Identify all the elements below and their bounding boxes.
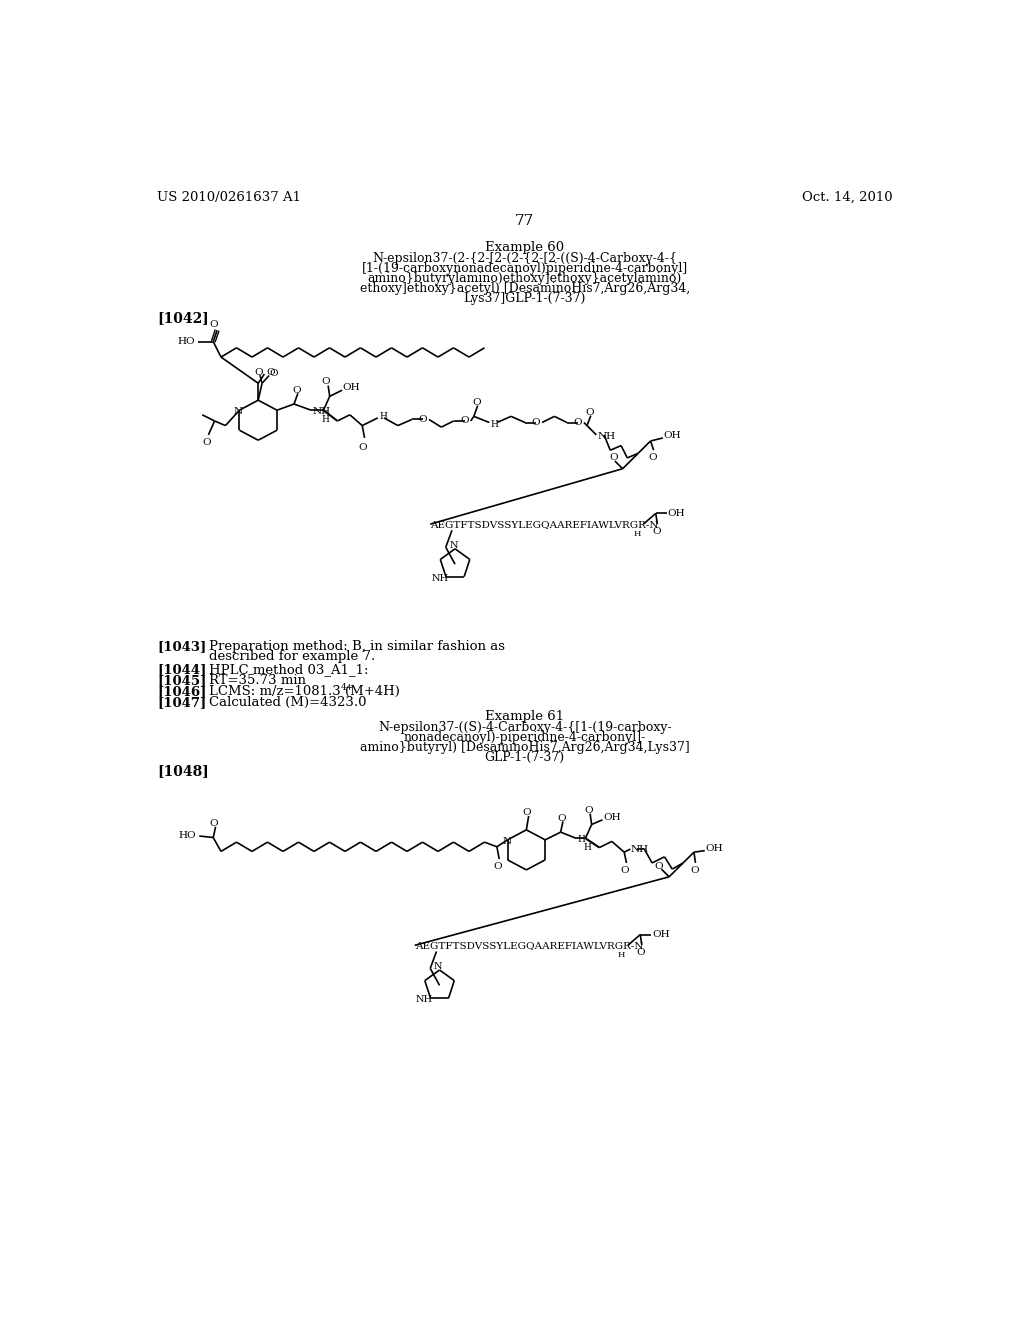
Text: OH: OH [652, 931, 670, 939]
Text: N-epsilon37-(2-{2-[2-(2-{2-[2-((S)-4-Carboxy-4-{: N-epsilon37-(2-{2-[2-(2-{2-[2-((S)-4-Car… [373, 252, 677, 264]
Text: Example 61: Example 61 [485, 710, 564, 723]
Text: O: O [270, 370, 279, 379]
Text: OH: OH [668, 510, 685, 517]
Text: N: N [502, 837, 511, 846]
Text: O: O [419, 414, 427, 424]
Text: O: O [621, 866, 630, 875]
Text: O: O [266, 368, 274, 378]
Text: O: O [637, 948, 645, 957]
Text: [1044]: [1044] [158, 664, 207, 677]
Text: O: O [654, 862, 664, 870]
Text: Oct. 14, 2010: Oct. 14, 2010 [802, 190, 892, 203]
Text: ethoxy]ethoxy}acetyl) [DesaminoHis7,Arg26,Arg34,: ethoxy]ethoxy}acetyl) [DesaminoHis7,Arg2… [359, 281, 690, 294]
Text: H: H [490, 420, 499, 429]
Text: OH: OH [603, 813, 621, 822]
Text: US 2010/0261637 A1: US 2010/0261637 A1 [158, 190, 301, 203]
Text: O: O [254, 368, 262, 378]
Text: O: O [648, 453, 657, 462]
Text: O: O [690, 866, 699, 875]
Text: GLP-1-(7-37): GLP-1-(7-37) [484, 751, 565, 764]
Text: O: O [609, 454, 617, 462]
Text: N: N [450, 541, 458, 550]
Text: amino}butyryl) [DesaminoHis7,Arg26,Arg34,Lys37]: amino}butyryl) [DesaminoHis7,Arg26,Arg34… [359, 742, 690, 754]
Text: [1043]: [1043] [158, 640, 207, 652]
Text: HPLC method 03_A1_1:: HPLC method 03_A1_1: [209, 664, 369, 677]
Text: O: O [573, 418, 582, 426]
Text: O: O [652, 527, 660, 536]
Text: 77: 77 [515, 214, 535, 228]
Text: H: H [617, 950, 626, 958]
Text: LCMS: m/z=1081.3 (M+4H): LCMS: m/z=1081.3 (M+4H) [209, 685, 400, 698]
Text: nonadecanoyl)-piperidine-4-carbonyl]-: nonadecanoyl)-piperidine-4-carbonyl]- [403, 731, 646, 744]
Text: H: H [578, 836, 586, 845]
Text: O: O [322, 378, 330, 387]
Text: H: H [379, 412, 387, 421]
Text: AEGTFTSDVSSYLEGQAAREFIAWLVRGR-N: AEGTFTSDVSSYLEGQAAREFIAWLVRGR-N [415, 941, 643, 950]
Text: O: O [494, 862, 502, 871]
Text: H: H [322, 414, 329, 424]
Text: HO: HO [178, 832, 197, 841]
Text: described for example 7.: described for example 7. [209, 651, 376, 664]
Text: O: O [203, 438, 211, 447]
Text: O: O [586, 408, 594, 417]
Text: O: O [585, 807, 593, 814]
Text: Preparation method: B, in similar fashion as: Preparation method: B, in similar fashio… [209, 640, 506, 652]
Text: O: O [210, 820, 218, 828]
Text: [1-(19-carboxynonadecanoyl)piperidine-4-carbonyl]: [1-(19-carboxynonadecanoyl)piperidine-4-… [361, 261, 688, 275]
Text: Lys37]GLP-1-(7-37): Lys37]GLP-1-(7-37) [464, 292, 586, 305]
Text: O: O [557, 814, 565, 822]
Text: NH: NH [312, 408, 331, 416]
Text: OH: OH [343, 383, 360, 392]
Text: N-epsilon37-((S)-4-Carboxy-4-{[1-(19-carboxy-: N-epsilon37-((S)-4-Carboxy-4-{[1-(19-car… [378, 721, 672, 734]
Text: O: O [523, 808, 531, 817]
Text: O: O [473, 399, 481, 407]
Text: NH: NH [416, 995, 433, 1005]
Text: 4+: 4+ [341, 682, 354, 692]
Text: NH: NH [431, 574, 449, 582]
Text: HO: HO [177, 337, 195, 346]
Text: NH: NH [598, 432, 616, 441]
Text: [1048]: [1048] [158, 764, 209, 779]
Text: [1047]: [1047] [158, 696, 207, 709]
Text: O: O [209, 321, 217, 329]
Text: AEGTFTSDVSSYLEGQAAREFIAWLVRGR-N: AEGTFTSDVSSYLEGQAAREFIAWLVRGR-N [430, 520, 658, 528]
Text: RT=35.73 min: RT=35.73 min [209, 675, 306, 688]
Text: H: H [584, 843, 592, 851]
Text: [1046]: [1046] [158, 685, 207, 698]
Text: Example 60: Example 60 [485, 240, 564, 253]
Text: N: N [434, 962, 442, 972]
Text: [1042]: [1042] [158, 312, 209, 325]
Text: OH: OH [664, 432, 681, 440]
Text: OH: OH [706, 843, 723, 853]
Text: O: O [293, 385, 301, 395]
Text: [1045]: [1045] [158, 675, 207, 688]
Text: NH: NH [631, 845, 648, 854]
Text: N: N [233, 408, 243, 416]
Text: Calculated (M)=4323.0: Calculated (M)=4323.0 [209, 696, 367, 709]
Text: O: O [531, 418, 540, 426]
Text: amino}butyrylamino)ethoxy]ethoxy}acetylamino): amino}butyrylamino)ethoxy]ethoxy}acetyla… [368, 272, 682, 285]
Text: H: H [633, 529, 641, 537]
Text: O: O [460, 417, 469, 425]
Text: O: O [358, 442, 367, 451]
